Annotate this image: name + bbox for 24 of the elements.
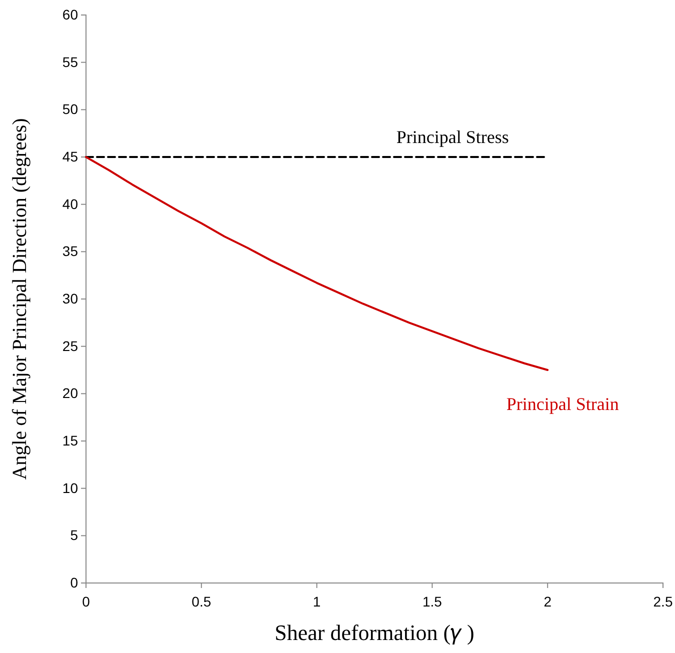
x-tick-label: 0 <box>82 593 90 610</box>
y-tick-label: 0 <box>70 574 78 590</box>
y-tick-label: 35 <box>62 243 78 260</box>
x-tick-label: 1.5 <box>422 593 442 610</box>
x-tick-label: 1 <box>312 593 321 610</box>
y-tick-label: 55 <box>62 54 78 70</box>
y-tick-label: 60 <box>62 6 78 22</box>
x-axis-title: Shear deformation (𝛾 ) <box>274 620 474 645</box>
y-tick-label: 20 <box>62 385 78 402</box>
y-tick-label: 45 <box>62 148 78 164</box>
x-tick-label: 2 <box>544 593 552 610</box>
x-tick-label: 0.5 <box>192 593 212 610</box>
y-tick-label: 30 <box>62 290 78 306</box>
y-tick-label: 25 <box>62 338 78 354</box>
series-label: Principal Stress <box>396 127 509 147</box>
y-tick-label: 15 <box>62 432 78 448</box>
line-series <box>85 156 549 371</box>
y-tick-label: 5 <box>70 527 78 544</box>
y-tick-label: 50 <box>62 101 78 118</box>
y-tick-label: 10 <box>62 480 78 496</box>
series-label: Principal Strain <box>506 394 619 414</box>
y-tick-label: 40 <box>62 196 78 212</box>
x-tick-label: 2.5 <box>653 593 673 610</box>
y-axis-title: Angle of Major Principal Direction (degrees) <box>9 118 31 480</box>
